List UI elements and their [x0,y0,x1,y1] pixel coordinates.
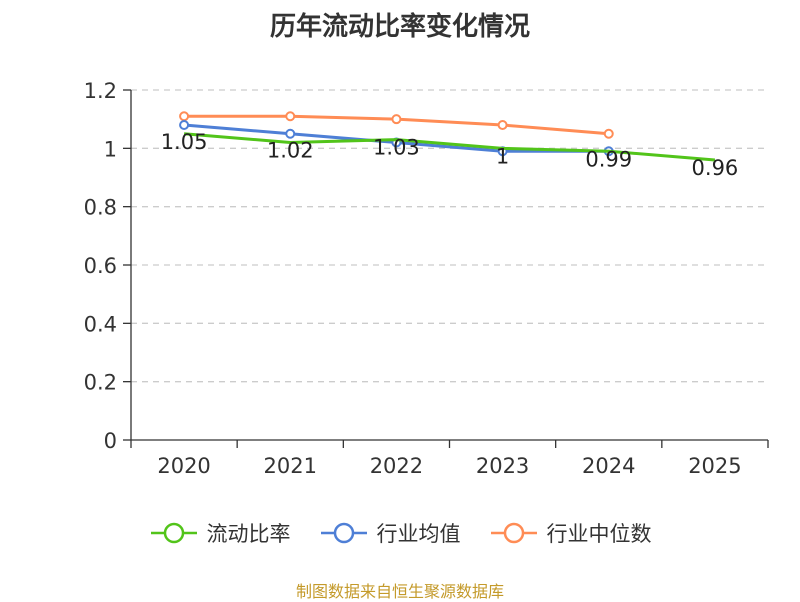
y-tick-label: 0.8 [84,196,117,220]
series-point-2 [285,128,296,139]
series-point-3 [603,128,614,139]
legend-marker [163,522,184,544]
legend-swatch [490,522,537,544]
y-tick-label: 1 [104,137,117,161]
legend-item[interactable]: 行业均值 [319,518,461,548]
y-tick-label: 0.4 [84,312,117,336]
series-point-3 [179,111,190,122]
legend-item[interactable]: 流动比率 [149,518,291,548]
series-point-3 [285,111,296,122]
x-tick-label: 2025 [688,454,741,478]
x-tick-label: 2020 [157,454,210,478]
y-tick-label: 0.6 [84,254,117,278]
legend-label: 流动比率 [206,522,291,546]
data-label: 0.96 [692,156,739,180]
legend-label: 行业中位数 [546,522,652,546]
legend-marker [503,522,524,544]
x-tick-label: 2021 [264,454,317,478]
data-label: 0.99 [585,147,632,171]
source-note: 制图数据来自恒生聚源数据库 [295,582,504,601]
series-line-1 [183,132,716,162]
y-tick-label: 1.2 [84,79,117,103]
legend-marker [333,522,354,544]
chart-legend: 流动比率 行业均值 行业中位数 [0,518,800,548]
y-tick-label: 0.2 [84,371,117,395]
y-tick-label: 0 [104,429,117,453]
data-label: 1 [496,144,509,168]
chart-title: 历年流动比率变化情况 [269,12,530,42]
x-tick-label: 2023 [476,454,529,478]
legend-item[interactable]: 行业中位数 [489,518,652,548]
legend-swatch [320,522,367,544]
legend-swatch [150,522,197,544]
data-label: 1.02 [267,139,314,163]
series-point-3 [497,120,508,130]
data-label: 1.05 [161,130,208,154]
x-tick-label: 2022 [370,454,423,478]
data-label: 1.03 [373,136,420,160]
legend-label: 行业均值 [376,522,461,546]
x-tick-label: 2024 [582,454,635,478]
series-point-3 [391,114,402,125]
series-point-2 [179,120,190,130]
